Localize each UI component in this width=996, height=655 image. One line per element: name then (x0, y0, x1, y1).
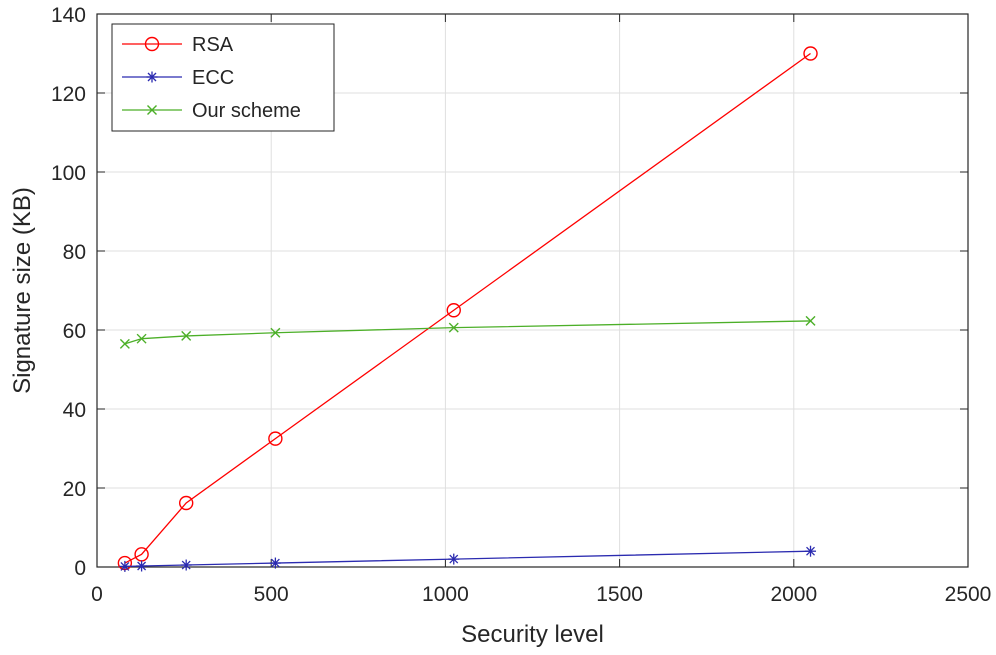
asterisk-marker (119, 560, 131, 572)
tick-labels: 0 500 1000 1500 2000 2500 0 20 40 60 80 100 120 140 (51, 4, 991, 606)
legend-item: ECC (122, 67, 234, 89)
y-tick-label: 60 (63, 320, 86, 343)
x-marker (147, 105, 157, 115)
x-tick-label: 2000 (770, 583, 817, 606)
plot-frame (96, 13, 969, 568)
series-line (124, 52, 811, 564)
asterisk-marker (146, 71, 158, 83)
series-our-scheme (119, 315, 816, 349)
x-marker (136, 333, 147, 344)
asterisk-marker (448, 553, 460, 565)
series-ecc (119, 545, 817, 572)
circle-marker (144, 36, 160, 52)
x-axis-label: Security level (461, 621, 604, 648)
x-tick-label: 0 (91, 583, 103, 606)
x-marker (270, 327, 281, 338)
series-rsa (117, 46, 818, 571)
x-marker (448, 322, 459, 333)
y-tick-label: 20 (63, 478, 86, 501)
asterisk-marker (180, 559, 192, 571)
asterisk-marker (269, 557, 281, 569)
legend-item: Our scheme (122, 100, 301, 122)
x-tick-label: 1000 (422, 583, 469, 606)
series-line (124, 320, 811, 345)
series-line (124, 550, 811, 568)
asterisk-marker (136, 560, 148, 572)
y-tick-label: 0 (74, 557, 86, 580)
circle-marker (803, 46, 818, 61)
legend-item: RSA (122, 34, 234, 56)
y-tick-label: 120 (51, 83, 86, 106)
series-group (117, 46, 818, 572)
y-tick-label: 80 (63, 241, 86, 264)
x-marker (119, 338, 130, 349)
y-tick-label: 40 (63, 399, 86, 422)
circle-marker (178, 495, 194, 511)
legend-label: RSA (192, 34, 234, 56)
x-tick-label: 1500 (596, 583, 643, 606)
x-marker (805, 315, 816, 326)
circle-marker (446, 303, 461, 318)
asterisk-marker (805, 545, 817, 557)
y-tick-label: 140 (51, 4, 86, 27)
y-tick-label: 100 (51, 162, 86, 185)
legend-label: Our scheme (192, 100, 301, 122)
x-tick-label: 2500 (945, 583, 992, 606)
x-marker (181, 330, 192, 341)
legend: RSA ECC Our scheme (111, 23, 335, 132)
y-axis-label: Signature size (KB) (9, 187, 36, 394)
legend-label: ECC (192, 67, 234, 89)
grid-lines (97, 14, 968, 567)
x-tick-label: 500 (254, 583, 289, 606)
circle-marker (268, 431, 283, 446)
